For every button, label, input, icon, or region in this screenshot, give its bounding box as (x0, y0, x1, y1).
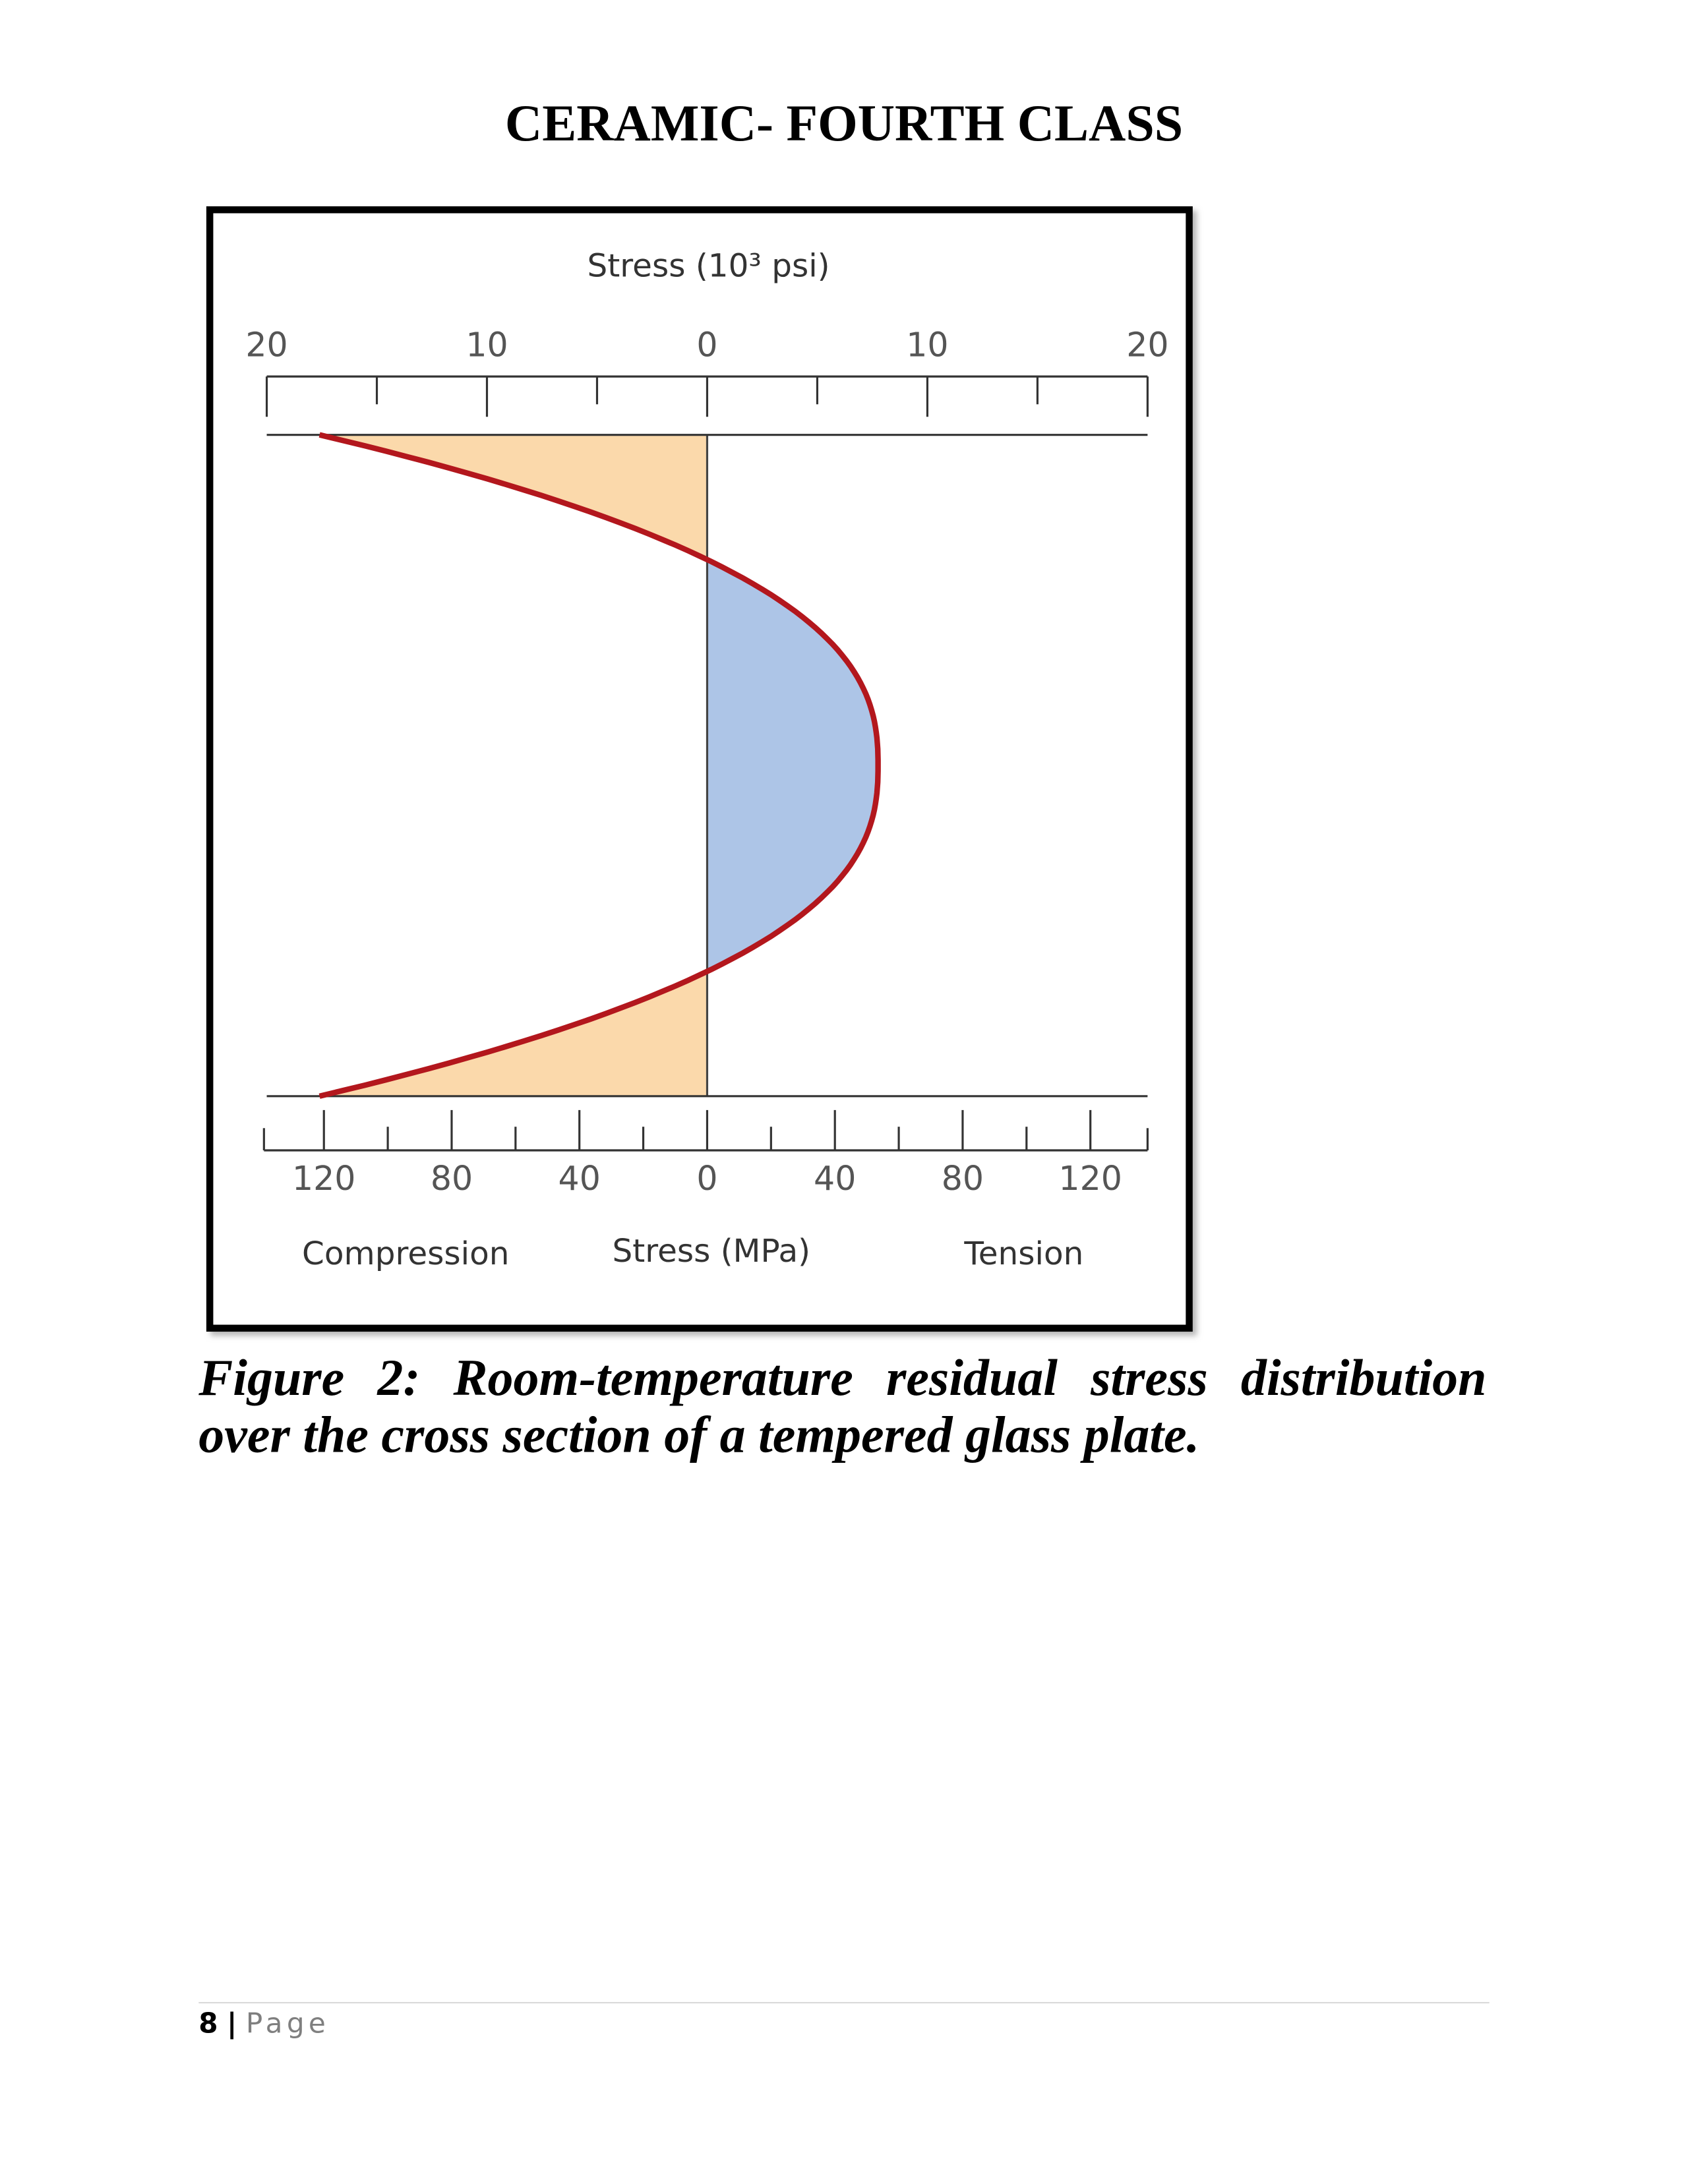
bottom-tick-label: 0 (696, 1159, 717, 1198)
footer: 8 | Page (198, 2006, 330, 2040)
right-label: Tension (963, 1235, 1083, 1272)
bottom-tick-label: 120 (1058, 1159, 1122, 1198)
top-tick-label: 10 (466, 325, 508, 364)
top-tick-label: 10 (906, 325, 948, 364)
figure-content: Stress (10³ psi) 20 10 0 10 20 120 80 40 0 40 80 120… (245, 248, 1168, 1272)
bottom-tick-label: 80 (942, 1159, 984, 1198)
header-title: CERAMIC- FOURTH CLASS (504, 96, 1184, 153)
footer-label: Page (245, 2006, 330, 2040)
page-number: 8 (198, 2006, 218, 2040)
top-axis-label: Stress (10³ psi) (588, 248, 830, 285)
footer-separator: | (227, 2006, 237, 2040)
compression-area (319, 434, 708, 1096)
bottom-tick-label: 120 (292, 1159, 356, 1198)
figure: Stress (10³ psi) 20 10 0 10 20 120 80 40 0 40 80 120… (206, 206, 1193, 1332)
figure-caption: Figure 2: Room-temperature residual stre… (198, 1350, 1487, 1465)
top-tick-label: 20 (1126, 325, 1168, 364)
bottom-tick-label: 40 (814, 1159, 856, 1198)
footer-rule (198, 2001, 1490, 2004)
left-label: Compression (302, 1235, 509, 1272)
top-tick-label: 0 (696, 325, 717, 364)
bottom-axis-label: Stress (MPa) (612, 1233, 810, 1270)
bottom-tick-label: 40 (558, 1159, 601, 1198)
bottom-tick-label: 80 (431, 1159, 473, 1198)
tension-area (707, 434, 878, 1096)
stress-curve (318, 432, 881, 1099)
top-tick-label: 20 (245, 325, 287, 364)
